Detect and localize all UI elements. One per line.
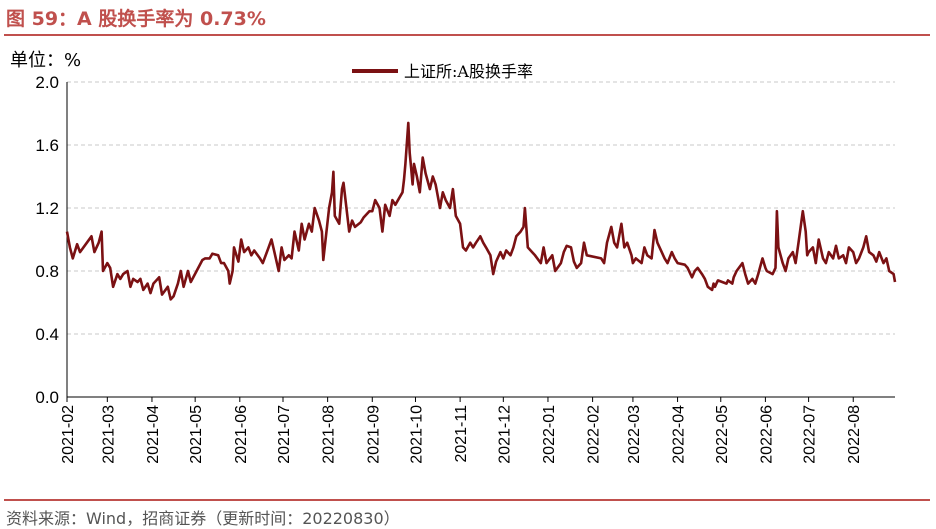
legend-label: 上证所:A股换手率 (404, 62, 533, 81)
x-tick-label: 2022-02 (586, 405, 603, 464)
x-tick-label: 2022-06 (758, 405, 775, 464)
x-tick-label: 2021-08 (321, 405, 338, 464)
y-tick-labels: 0.0 0.4 0.8 1.2 1.6 2.0 (35, 73, 59, 407)
x-tick-label: 2021-10 (408, 405, 425, 464)
legend: 上证所:A股换手率 (352, 62, 533, 81)
footer-rule (4, 499, 930, 501)
x-tick-label: 2021-04 (145, 405, 162, 464)
x-tick-label: 2021-05 (188, 405, 205, 464)
figure-title: 图 59：A 股换手率为 0.73% (6, 8, 266, 30)
gridlines (67, 81, 895, 335)
series-line (65, 121, 897, 301)
x-tick-label: 2022-03 (626, 405, 643, 464)
x-tick-label: 2021-07 (276, 405, 293, 464)
x-tick-label: 2021-09 (365, 405, 382, 464)
x-tick-label: 2022-07 (802, 405, 819, 464)
unit-label: 单位：% (10, 50, 82, 71)
x-tick-labels: 2021-02 2021-03 2021-04 2021-05 2021-06 2021-… (60, 405, 863, 464)
x-tick-label: 2021-03 (100, 405, 117, 464)
x-tick-label: 2022-08 (846, 405, 863, 464)
x-tick-label: 2022-05 (714, 405, 731, 464)
y-tick-label: 0.4 (35, 325, 59, 344)
x-tick-label: 2021-12 (496, 405, 513, 464)
y-tick-label: 1.6 (35, 136, 59, 155)
y-tick-label: 0.8 (35, 262, 59, 281)
y-tick-label: 1.2 (35, 199, 59, 218)
title-rule (4, 34, 930, 36)
x-tick-label: 2022-04 (671, 405, 688, 464)
y-tick-label: 2.0 (35, 73, 59, 92)
x-tick-label: 2021-02 (60, 405, 77, 464)
source-note: 资料来源：Wind，招商证券（更新时间：20220830） (6, 509, 400, 528)
y-tick-label: 0.0 (35, 388, 59, 407)
x-tick-label: 2021-11 (453, 405, 470, 463)
x-tick-label: 2021-06 (233, 405, 250, 464)
series-layer (65, 121, 897, 301)
axes (66, 82, 895, 402)
x-tick-label: 2022-01 (541, 405, 558, 464)
